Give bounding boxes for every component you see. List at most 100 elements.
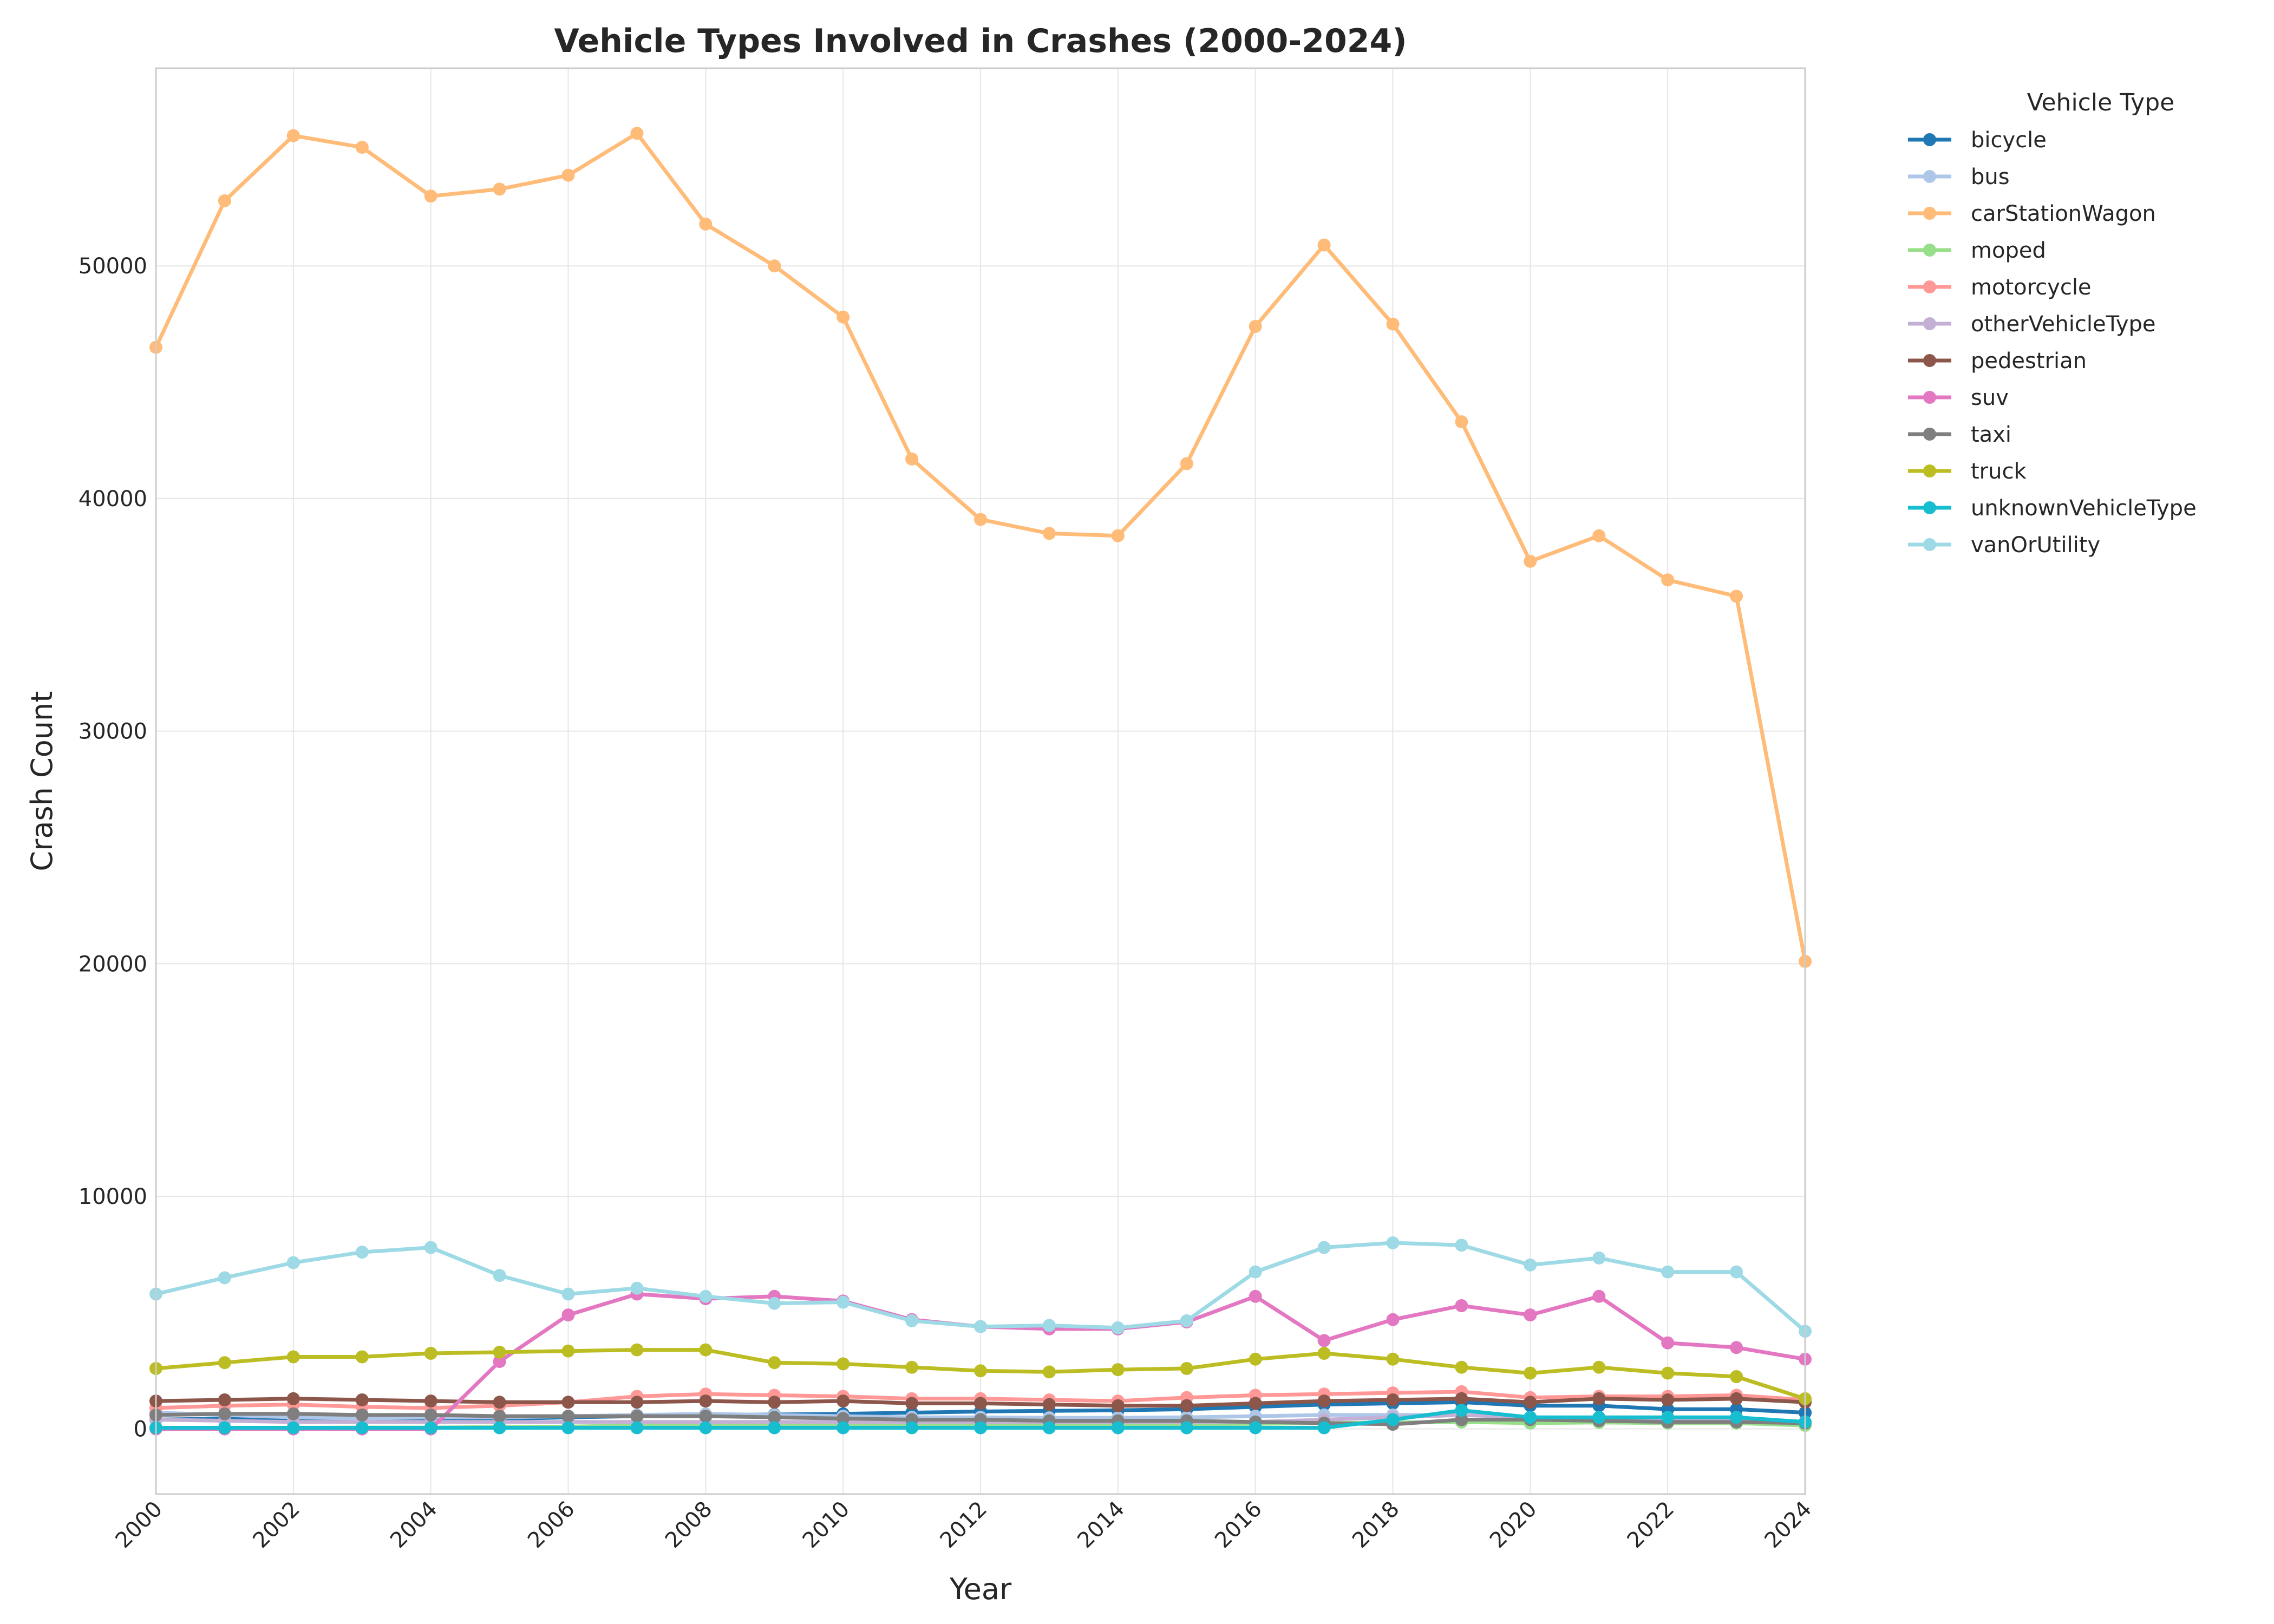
data-point-truck (1317, 1347, 1331, 1360)
data-point-vanOrUtility (1111, 1321, 1125, 1334)
data-point-vanOrUtility (218, 1271, 231, 1285)
data-point-carStationWagon (1592, 529, 1606, 542)
data-point-carStationWagon (630, 127, 644, 140)
legend-swatch-marker (1923, 354, 1936, 367)
data-point-vanOrUtility (1249, 1265, 1262, 1279)
data-point-carStationWagon (1180, 457, 1193, 470)
legend-label: carStationWagon (1971, 201, 2156, 226)
data-point-pedestrian (837, 1394, 850, 1408)
data-point-unknownVehicleType (974, 1421, 987, 1435)
data-point-taxi (286, 1407, 300, 1420)
data-point-vanOrUtility (424, 1241, 437, 1254)
data-point-truck (1249, 1352, 1262, 1366)
data-point-carStationWagon (1730, 590, 1743, 603)
data-point-truck (630, 1343, 644, 1357)
data-point-truck (974, 1364, 987, 1378)
data-point-vanOrUtility (837, 1295, 850, 1309)
data-point-carStationWagon (218, 194, 231, 207)
data-point-taxi (424, 1408, 437, 1422)
legend-item-unknownVehicleType: unknownVehicleType (1908, 496, 2197, 521)
legend-label: unknownVehicleType (1971, 496, 2197, 521)
legend-item-truck: truck (1908, 459, 2027, 484)
legend-label: suv (1971, 385, 2009, 410)
data-point-taxi (630, 1410, 644, 1423)
legend-label: pedestrian (1971, 349, 2087, 374)
legend-label: taxi (1971, 422, 2011, 447)
data-point-unknownVehicleType (218, 1421, 231, 1435)
data-point-carStationWagon (1249, 320, 1262, 333)
data-point-pedestrian (974, 1397, 987, 1410)
legend-label: motorcycle (1971, 275, 2092, 300)
data-point-vanOrUtility (1455, 1239, 1468, 1252)
legend-item-bus: bus (1908, 165, 2010, 189)
data-point-pedestrian (630, 1396, 644, 1409)
series-truck (149, 1343, 1812, 1405)
data-point-suv (1730, 1341, 1743, 1354)
legend-item-taxi: taxi (1908, 422, 2011, 447)
legend-label: otherVehicleType (1971, 312, 2155, 337)
data-point-suv (1455, 1299, 1468, 1312)
data-point-pedestrian (1661, 1393, 1675, 1406)
data-point-pedestrian (218, 1393, 231, 1406)
legend-label: bicycle (1971, 128, 2047, 153)
y-tick-label: 40000 (79, 487, 147, 512)
data-point-truck (218, 1356, 231, 1370)
data-point-unknownVehicleType (1111, 1421, 1125, 1435)
data-point-unknownVehicleType (1042, 1421, 1056, 1435)
data-point-unknownVehicleType (1317, 1421, 1331, 1435)
legend-label: vanOrUtility (1971, 533, 2100, 558)
data-point-vanOrUtility (768, 1296, 781, 1310)
data-point-vanOrUtility (974, 1320, 987, 1333)
data-point-truck (1386, 1352, 1400, 1366)
data-point-carStationWagon (1661, 573, 1675, 587)
data-point-suv (493, 1355, 506, 1368)
data-point-pedestrian (493, 1396, 506, 1409)
data-point-suv (1592, 1289, 1606, 1303)
data-point-suv (1661, 1336, 1675, 1350)
data-point-pedestrian (1317, 1394, 1331, 1408)
data-point-pedestrian (1180, 1399, 1193, 1412)
data-point-unknownVehicleType (355, 1421, 369, 1435)
data-point-pedestrian (1386, 1393, 1400, 1406)
series-pedestrian (149, 1392, 1812, 1412)
legend-label: truck (1971, 459, 2027, 484)
data-point-unknownVehicleType (1180, 1421, 1193, 1435)
data-point-unknownVehicleType (561, 1421, 575, 1435)
data-point-unknownVehicleType (493, 1421, 506, 1435)
legend-swatch-marker (1923, 464, 1936, 477)
data-point-pedestrian (1592, 1392, 1606, 1405)
legend-item-bicycle: bicycle (1908, 128, 2047, 153)
data-point-carStationWagon (286, 129, 300, 142)
data-point-pedestrian (286, 1392, 300, 1405)
data-point-truck (1042, 1365, 1056, 1379)
data-point-carStationWagon (424, 189, 437, 203)
data-point-carStationWagon (905, 452, 919, 466)
data-point-pedestrian (1730, 1392, 1743, 1405)
data-point-carStationWagon (974, 513, 987, 526)
y-tick-label: 20000 (79, 952, 147, 977)
data-point-unknownVehicleType (1661, 1411, 1675, 1424)
data-point-carStationWagon (493, 182, 506, 196)
legend-swatch-marker (1923, 538, 1936, 551)
data-point-pedestrian (355, 1393, 369, 1406)
data-point-truck (699, 1343, 713, 1357)
data-point-carStationWagon (1455, 415, 1468, 429)
data-point-truck (1111, 1363, 1125, 1377)
legend-item-suv: suv (1908, 385, 2009, 410)
y-tick-label: 50000 (79, 254, 147, 279)
chart-title: Vehicle Types Involved in Crashes (2000-… (554, 22, 1407, 60)
legend: Vehicle Type bicycle bus carStationWagon mo… (1908, 89, 2197, 558)
y-axis-label: Crash Count (25, 691, 59, 872)
data-point-suv (1317, 1334, 1331, 1347)
data-point-pedestrian (768, 1396, 781, 1409)
legend-label: moped (1971, 238, 2046, 263)
data-point-pedestrian (424, 1394, 437, 1408)
data-point-taxi (1455, 1413, 1468, 1426)
data-point-vanOrUtility (1661, 1265, 1675, 1279)
legend-items: bicycle bus carStationWagon moped motorcycle… (1908, 128, 2197, 558)
data-point-suv (561, 1308, 575, 1322)
data-point-pedestrian (699, 1394, 713, 1408)
data-point-unknownVehicleType (699, 1421, 713, 1435)
data-point-carStationWagon (1317, 238, 1331, 252)
